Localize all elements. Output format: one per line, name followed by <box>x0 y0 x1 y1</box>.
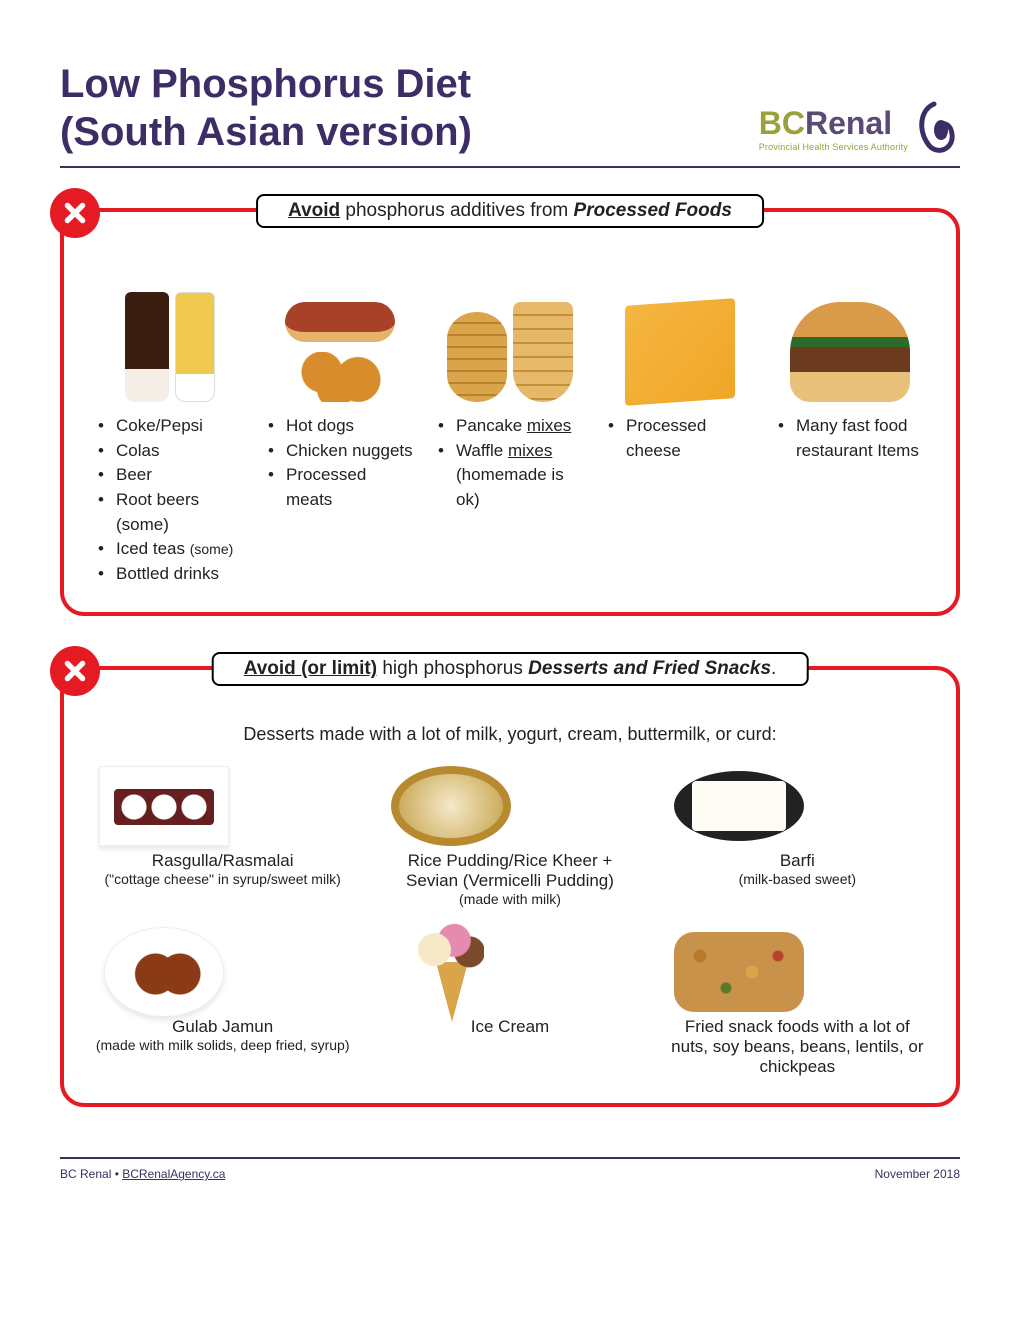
footer-date: November 2018 <box>875 1167 960 1181</box>
logo-text: BCRenal Provincial Health Services Autho… <box>759 105 908 152</box>
card1-em: Processed Foods <box>574 200 732 221</box>
food-list: Coke/PepsiColasBeerRoot beers (some)Iced… <box>94 414 246 586</box>
logo-sub: Provincial Health Services Authority <box>759 142 908 152</box>
card2-grid: Rasgulla/Rasmalai("cottage cheese" in sy… <box>94 761 926 1077</box>
list-item: Beer <box>94 463 246 488</box>
bcrenal-logo: BCRenal Provincial Health Services Autho… <box>759 100 960 156</box>
list-item: Bottled drinks <box>94 562 246 587</box>
page-title: Low Phosphorus Diet (South Asian version… <box>60 60 472 156</box>
cheese-icon <box>604 272 756 402</box>
card1-columns: Coke/PepsiColasBeerRoot beers (some)Iced… <box>94 272 926 586</box>
dessert-cell: Rice Pudding/Rice Kheer + Sevian (Vermic… <box>381 761 638 907</box>
food-list: Processed cheese <box>604 414 756 463</box>
card2-rest: high phosphorus <box>377 658 528 679</box>
food-list: Pancake mixesWaffle mixes (homemade is o… <box>434 414 586 513</box>
footer-sep: • <box>111 1167 122 1181</box>
rasgulla-icon <box>94 761 234 851</box>
card1-avoid: Avoid <box>288 200 340 221</box>
card1-title: Avoid phosphorus additives from Processe… <box>256 194 764 228</box>
card2-subtitle: Desserts made with a lot of milk, yogurt… <box>94 724 926 745</box>
dessert-title: Rasgulla/Rasmalai <box>94 851 351 871</box>
list-item: Chicken nuggets <box>264 439 416 464</box>
food-column: Processed cheese <box>604 272 756 463</box>
dessert-sub: (made with milk) <box>381 891 638 907</box>
list-item: Processed meats <box>264 463 416 512</box>
logo-renal: Renal <box>805 105 892 141</box>
card1-rest: phosphorus additives from <box>340 200 573 221</box>
list-item: Iced teas (some) <box>94 537 246 562</box>
dessert-title: Rice Pudding/Rice Kheer + Sevian (Vermic… <box>381 851 638 891</box>
list-item: Colas <box>94 439 246 464</box>
food-column: Hot dogsChicken nuggetsProcessed meats <box>264 272 416 513</box>
page-footer: BC Renal • BCRenalAgency.ca November 201… <box>60 1157 960 1181</box>
food-list: Many fast food restaurant Items <box>774 414 926 463</box>
dessert-cell: Gulab Jamun(made with milk solids, deep … <box>94 927 351 1077</box>
dessert-title: Gulab Jamun <box>94 1017 351 1037</box>
list-item: Hot dogs <box>264 414 416 439</box>
list-item: Root beers (some) <box>94 488 246 537</box>
processed-foods-card: Avoid phosphorus additives from Processe… <box>60 208 960 616</box>
card2-title: Avoid (or limit) high phosphorus Dessert… <box>212 652 809 686</box>
card2-end: . <box>771 658 776 679</box>
dessert-cell: Barfi(milk-based sweet) <box>669 761 926 907</box>
dessert-cell: Ice Cream <box>381 927 638 1077</box>
avoid-x-icon <box>50 646 100 696</box>
dessert-cell: Rasgulla/Rasmalai("cottage cheese" in sy… <box>94 761 351 907</box>
mixes-icon <box>434 272 586 402</box>
footer-link[interactable]: BCRenalAgency.ca <box>122 1167 225 1181</box>
page-header: Low Phosphorus Diet (South Asian version… <box>60 60 960 168</box>
list-item: Pancake mixes <box>434 414 586 439</box>
dessert-sub: (made with milk solids, deep fried, syru… <box>94 1037 351 1053</box>
footer-left: BC Renal • BCRenalAgency.ca <box>60 1167 225 1181</box>
snackmix-icon <box>669 927 809 1017</box>
list-item: Waffle mixes (homemade is ok) <box>434 439 586 513</box>
icecream-icon <box>381 927 521 1017</box>
dessert-cell: Fried snack foods with a lot of nuts, so… <box>669 927 926 1077</box>
title-line2: (South Asian version) <box>60 110 472 154</box>
food-column: Pancake mixesWaffle mixes (homemade is o… <box>434 272 586 513</box>
logo-bc: BC <box>759 105 805 141</box>
food-column: Coke/PepsiColasBeerRoot beers (some)Iced… <box>94 272 246 586</box>
title-line1: Low Phosphorus Diet <box>60 62 471 106</box>
dessert-sub: ("cottage cheese" in syrup/sweet milk) <box>94 871 351 887</box>
dessert-title: Fried snack foods with a lot of nuts, so… <box>669 1017 926 1077</box>
gulab-icon <box>94 927 234 1017</box>
drinks-icon <box>94 272 246 402</box>
dessert-sub: (milk-based sweet) <box>669 871 926 887</box>
food-column: Many fast food restaurant Items <box>774 272 926 463</box>
list-item: Processed cheese <box>604 414 756 463</box>
footer-org: BC Renal <box>60 1167 111 1181</box>
list-item: Many fast food restaurant Items <box>774 414 926 463</box>
kheer-icon <box>381 761 521 851</box>
avoid-x-icon <box>50 188 100 238</box>
barfi-icon <box>669 761 809 851</box>
food-list: Hot dogsChicken nuggetsProcessed meats <box>264 414 416 513</box>
desserts-card: Avoid (or limit) high phosphorus Dessert… <box>60 666 960 1107</box>
card2-avoid: Avoid (or limit) <box>244 658 377 679</box>
kidney-icon <box>914 100 960 156</box>
burger-icon <box>774 272 926 402</box>
dessert-title: Barfi <box>669 851 926 871</box>
meats-icon <box>264 272 416 402</box>
list-item: Coke/Pepsi <box>94 414 246 439</box>
card2-em: Desserts and Fried Snacks <box>528 658 771 679</box>
